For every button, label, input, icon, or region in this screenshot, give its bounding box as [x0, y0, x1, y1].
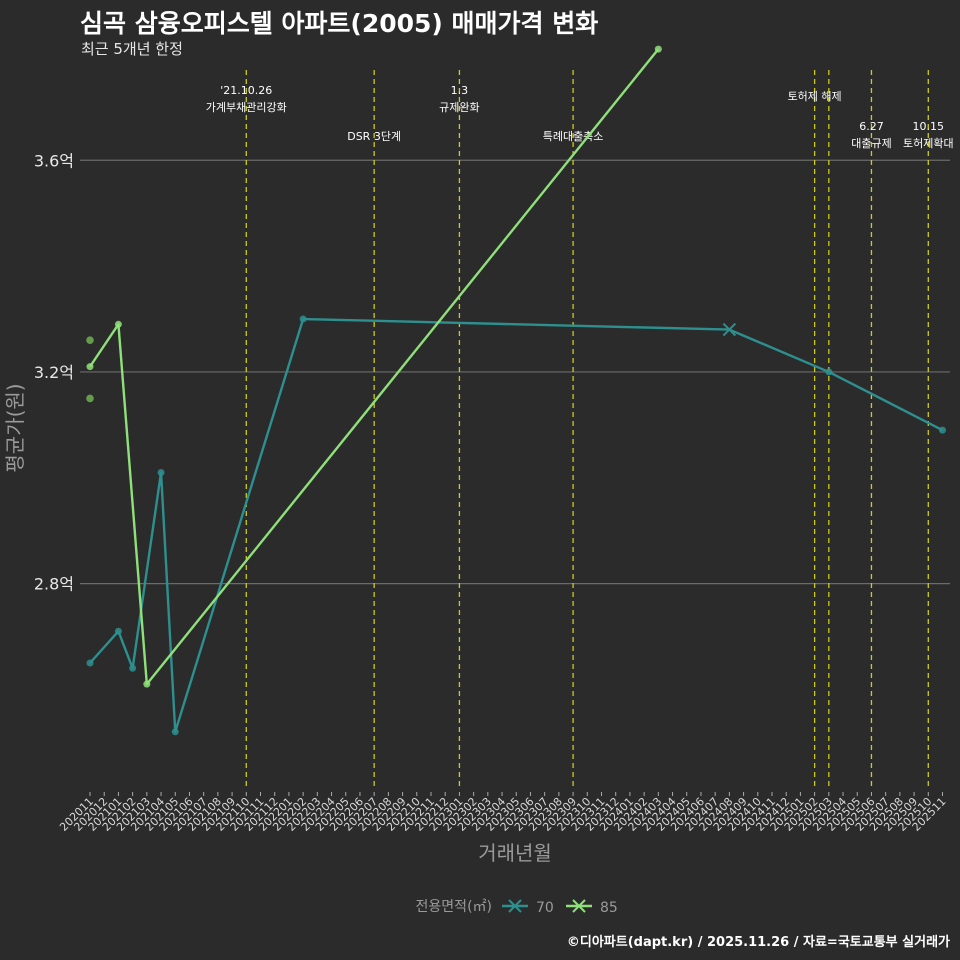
event-label-text: 대출규제	[851, 137, 891, 150]
chart-title: 심곡 삼융오피스텔 아파트(2005) 매매가격 변화	[80, 9, 599, 38]
data-point-85	[654, 45, 662, 53]
data-point-85	[86, 363, 94, 371]
data-point-85	[114, 320, 122, 328]
series-line-85	[89, 48, 660, 686]
y-tick-label: 3.6억	[34, 151, 74, 170]
data-point-extra-85	[86, 394, 94, 403]
event-label-date: 10.15	[913, 120, 945, 133]
data-point-70	[825, 368, 833, 376]
event-label-text: 토허제확대	[903, 137, 954, 150]
legend-swatch-x	[572, 899, 586, 913]
y-tick-label: 2.8억	[34, 575, 74, 594]
data-point-70	[171, 728, 179, 736]
y-axis-title: 평균가(원)	[3, 383, 27, 472]
data-point-70	[114, 627, 122, 635]
legend-label: 85	[600, 900, 618, 916]
data-point-70	[129, 664, 137, 672]
x-axis-title: 거래년월	[478, 841, 552, 865]
data-point-70	[299, 315, 307, 323]
data-point-extra-85	[86, 336, 94, 344]
event-label-date: 6.27	[859, 120, 884, 133]
source-caption: ©디아파트(dapt.kr) / 2025.11.26 / 자료=국토교통부 실…	[566, 935, 950, 950]
event-label-date: 1.3	[451, 84, 469, 97]
data-point-70	[86, 659, 94, 667]
legend-title: 전용면적(㎡)	[416, 899, 492, 915]
event-label-text: 특례대출축소	[543, 130, 604, 143]
data-point-85	[143, 680, 151, 688]
event-label-text: DSR 3단계	[347, 130, 401, 143]
legend-label: 70	[536, 900, 554, 916]
legend-swatch-x	[508, 899, 522, 913]
event-label-text: 가계부채관리강화	[206, 101, 287, 114]
event-label-date: '21.10.26	[220, 84, 272, 97]
data-point-70	[157, 468, 165, 476]
data-point-70	[939, 426, 946, 434]
y-tick-label: 3.2억	[34, 363, 74, 382]
data-point-x-marker	[722, 322, 737, 337]
event-label-text: 토허제 해제	[788, 89, 842, 103]
chart-subtitle: 최근 5개년 한정	[81, 40, 183, 58]
event-label-text: 규제완화	[439, 101, 479, 114]
